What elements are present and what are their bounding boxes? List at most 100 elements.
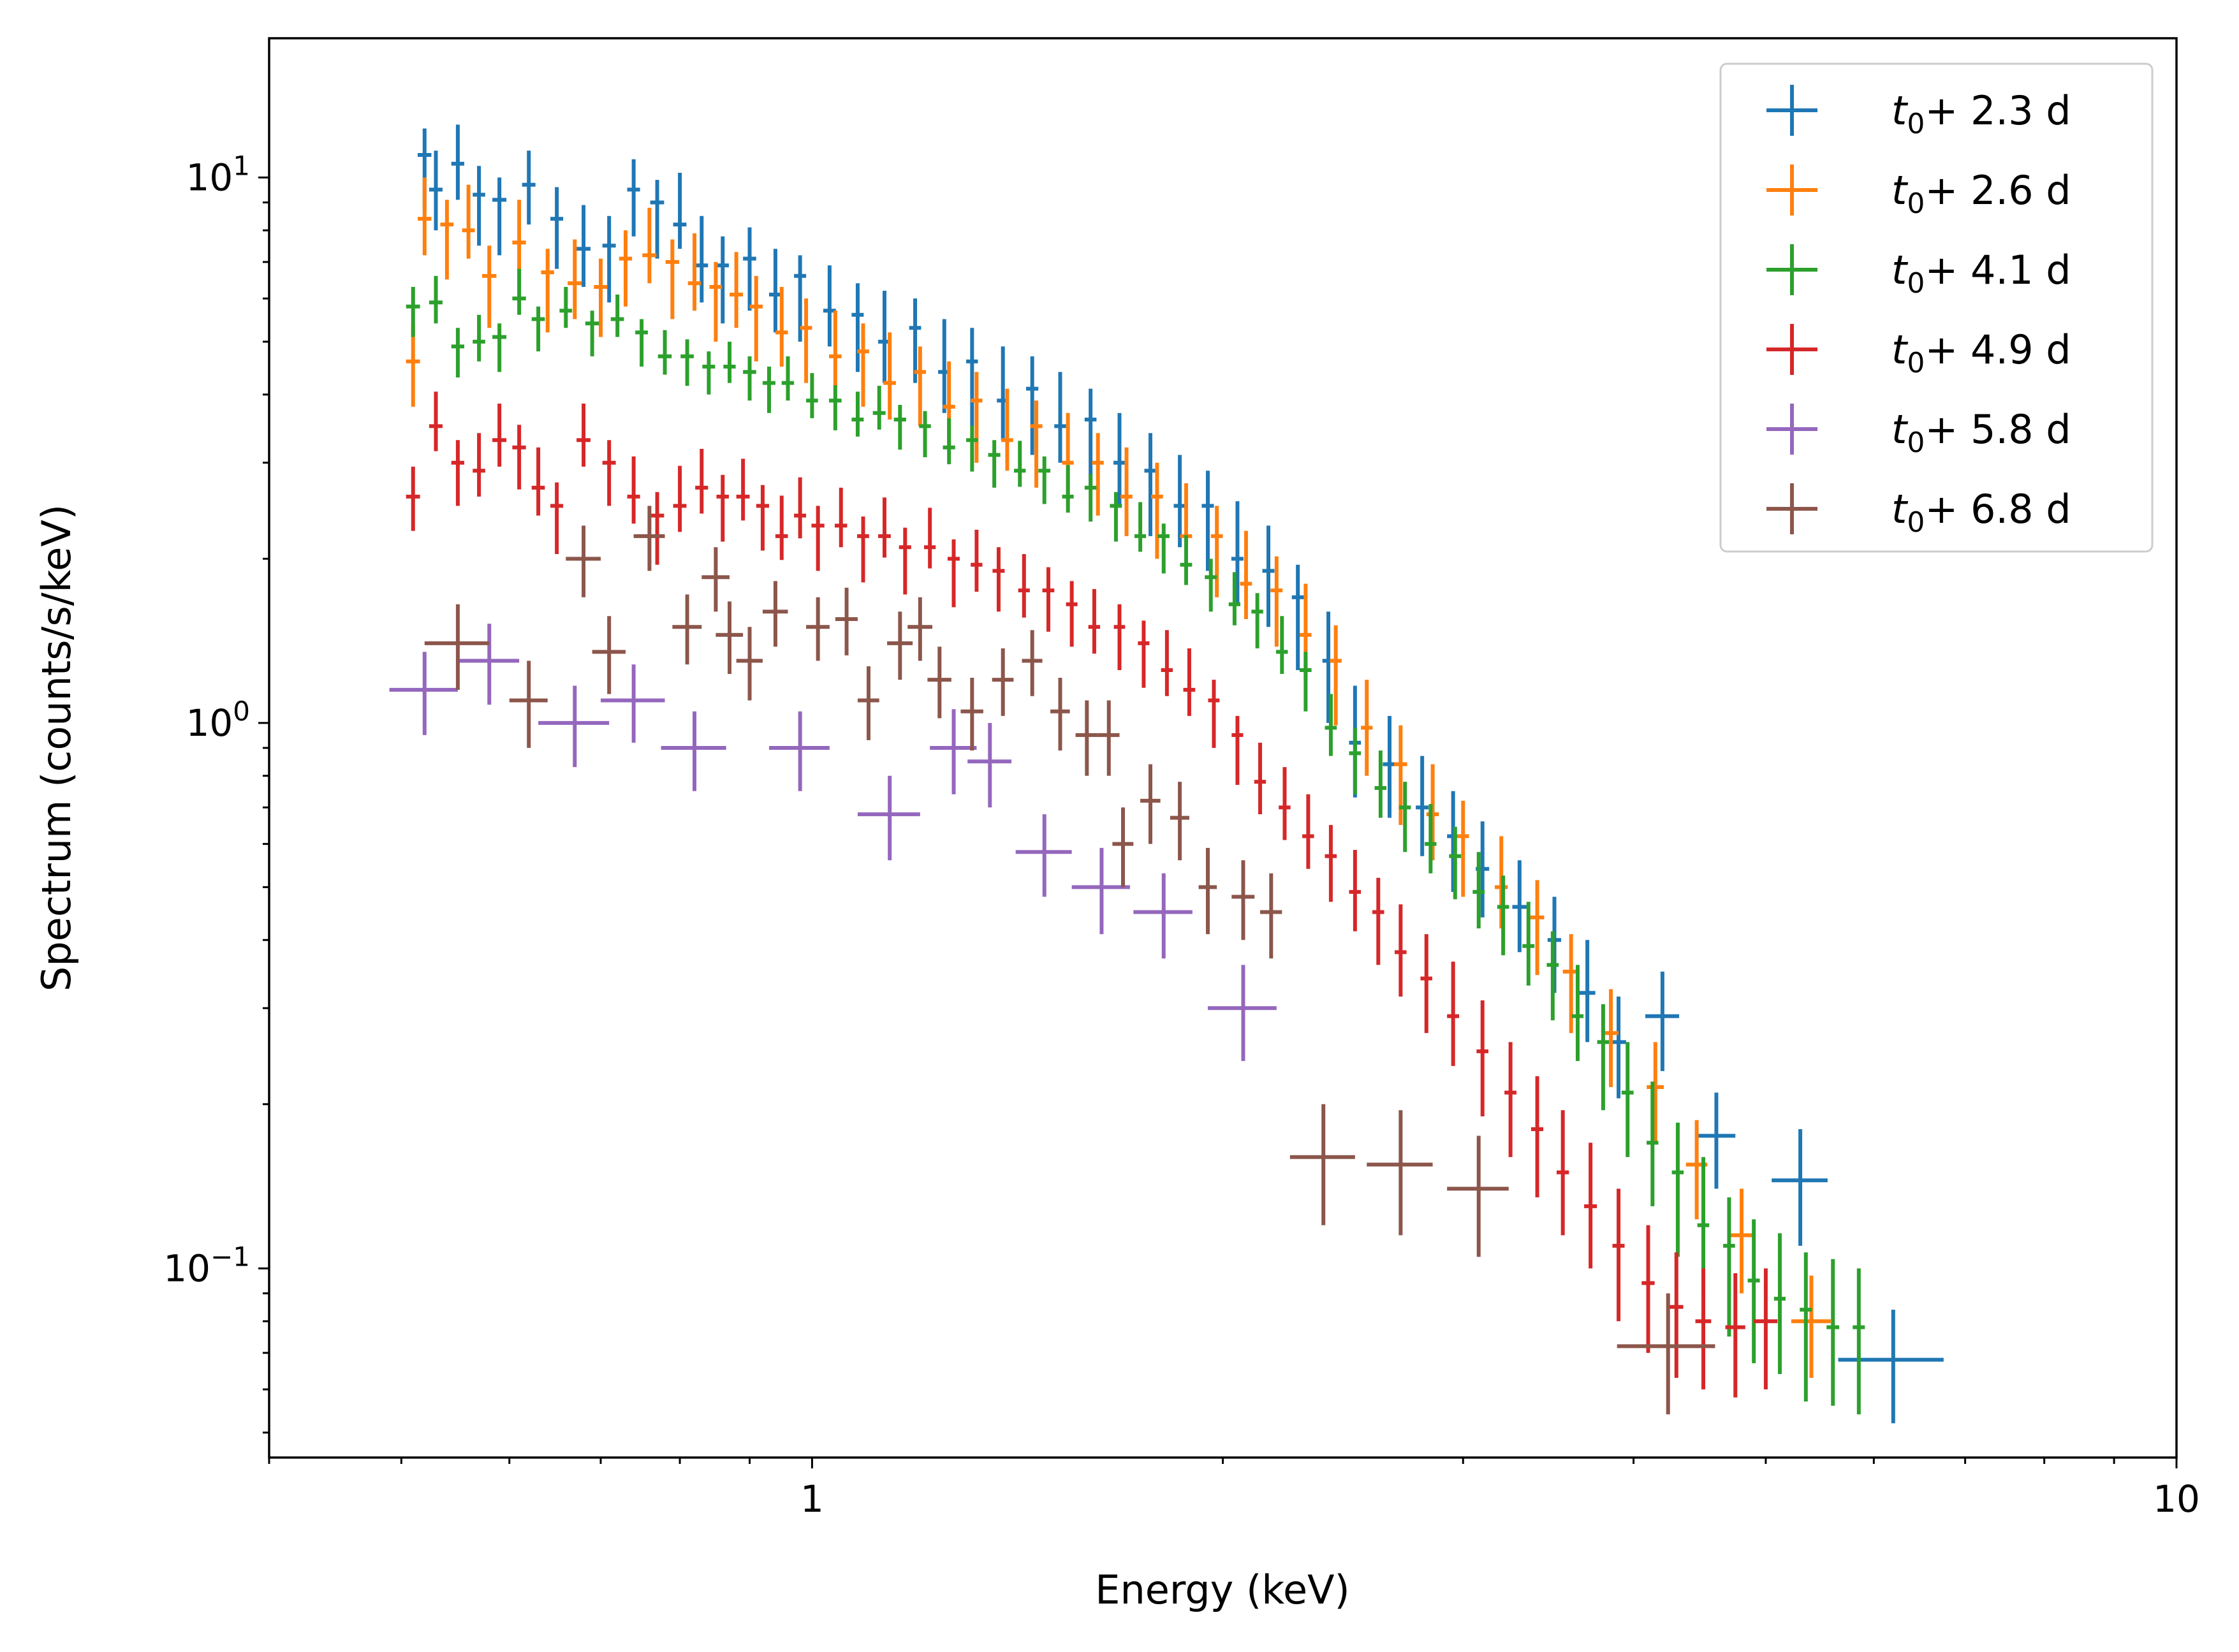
data-point (730, 252, 744, 328)
data-point (1617, 1293, 1715, 1415)
data-point (481, 245, 497, 328)
data-point (389, 652, 458, 735)
data-point (1522, 902, 1535, 986)
data-point (1457, 800, 1469, 897)
data-point (1138, 620, 1150, 688)
data-point (418, 177, 432, 256)
data-point (1289, 1104, 1355, 1225)
data-point (1262, 525, 1275, 627)
data-point (1556, 1110, 1569, 1236)
data-point (1084, 388, 1097, 488)
data-point (492, 177, 507, 256)
data-point (1300, 652, 1312, 712)
legend-label: t0+ 4.9 d (1891, 326, 2071, 379)
data-point (762, 367, 775, 413)
data-point (967, 722, 1012, 808)
data-point (1254, 742, 1266, 815)
data-point (960, 678, 983, 751)
data-point (899, 527, 911, 595)
data-point (1018, 553, 1030, 618)
data-point (695, 449, 708, 514)
data-point (927, 647, 951, 719)
data-point (1621, 1042, 1634, 1157)
data-point (1325, 824, 1337, 902)
data-point (610, 295, 624, 337)
data-point (1228, 572, 1240, 625)
data-point (1374, 750, 1387, 818)
data-point (1084, 474, 1097, 522)
data-point (522, 150, 536, 225)
data-point (1447, 1136, 1509, 1257)
data-point (1772, 1129, 1828, 1246)
data-point (429, 275, 443, 324)
data-point (1367, 1110, 1433, 1236)
data-point (1144, 433, 1157, 536)
data-point (1170, 782, 1189, 861)
data-point (1838, 1310, 1944, 1424)
data-point (1015, 814, 1072, 897)
data-point (749, 275, 763, 362)
x-tick-label: 10 (2153, 1477, 2200, 1521)
legend-marker (1766, 483, 1817, 534)
data-point (1647, 1081, 1659, 1206)
legend-marker (1766, 85, 1817, 136)
series-6 (424, 506, 1715, 1415)
data-point (1240, 530, 1252, 620)
data-point (1476, 1000, 1488, 1116)
data-point (429, 391, 443, 451)
data-point (1669, 1252, 1684, 1378)
data-point (687, 233, 701, 311)
data-point (851, 391, 864, 437)
data-point (457, 624, 520, 705)
data-point (716, 474, 729, 542)
data-point (1054, 372, 1066, 463)
data-point (695, 216, 708, 303)
data-point (429, 150, 443, 231)
data-point (701, 547, 730, 612)
data-point (541, 249, 554, 333)
data-point (650, 180, 664, 259)
data-point (971, 529, 983, 592)
data-point (1092, 433, 1104, 516)
data-point (1416, 756, 1429, 856)
data-point (559, 287, 573, 328)
data-point (1372, 877, 1384, 965)
data-point (794, 255, 807, 342)
data-point (1725, 1273, 1745, 1398)
legend-label: t0+ 5.8 d (1891, 406, 2071, 459)
data-point (947, 539, 960, 608)
data-point (1853, 1268, 1865, 1415)
legend-label: t0+ 2.3 d (1891, 87, 2071, 140)
data-point (538, 685, 610, 768)
data-point (1330, 625, 1342, 726)
data-point (451, 440, 464, 506)
data-point (1279, 767, 1291, 840)
data-point (512, 200, 526, 273)
data-point (781, 356, 795, 401)
data-point (1447, 791, 1460, 892)
data-point (657, 330, 672, 375)
data-point (1110, 492, 1122, 542)
data-point (851, 283, 864, 372)
data-point (473, 314, 485, 362)
legend-marker (1766, 164, 1817, 216)
data-point (492, 323, 507, 372)
data-point (743, 227, 756, 311)
data-point (992, 547, 1005, 612)
data-point (1571, 965, 1584, 1062)
data-point (1449, 826, 1462, 900)
data-point (1038, 456, 1051, 504)
data-point (919, 411, 931, 458)
data-point (834, 487, 848, 548)
data-point (966, 425, 978, 472)
data-point (1183, 648, 1196, 716)
data-point (594, 258, 608, 337)
data-point (550, 187, 564, 269)
data-point (665, 239, 679, 319)
data-point (1695, 1268, 1712, 1390)
data-point (1088, 588, 1101, 654)
data-point (1157, 523, 1170, 574)
data-point (872, 386, 886, 430)
data-series-layer (389, 124, 1944, 1424)
data-point (512, 268, 526, 315)
